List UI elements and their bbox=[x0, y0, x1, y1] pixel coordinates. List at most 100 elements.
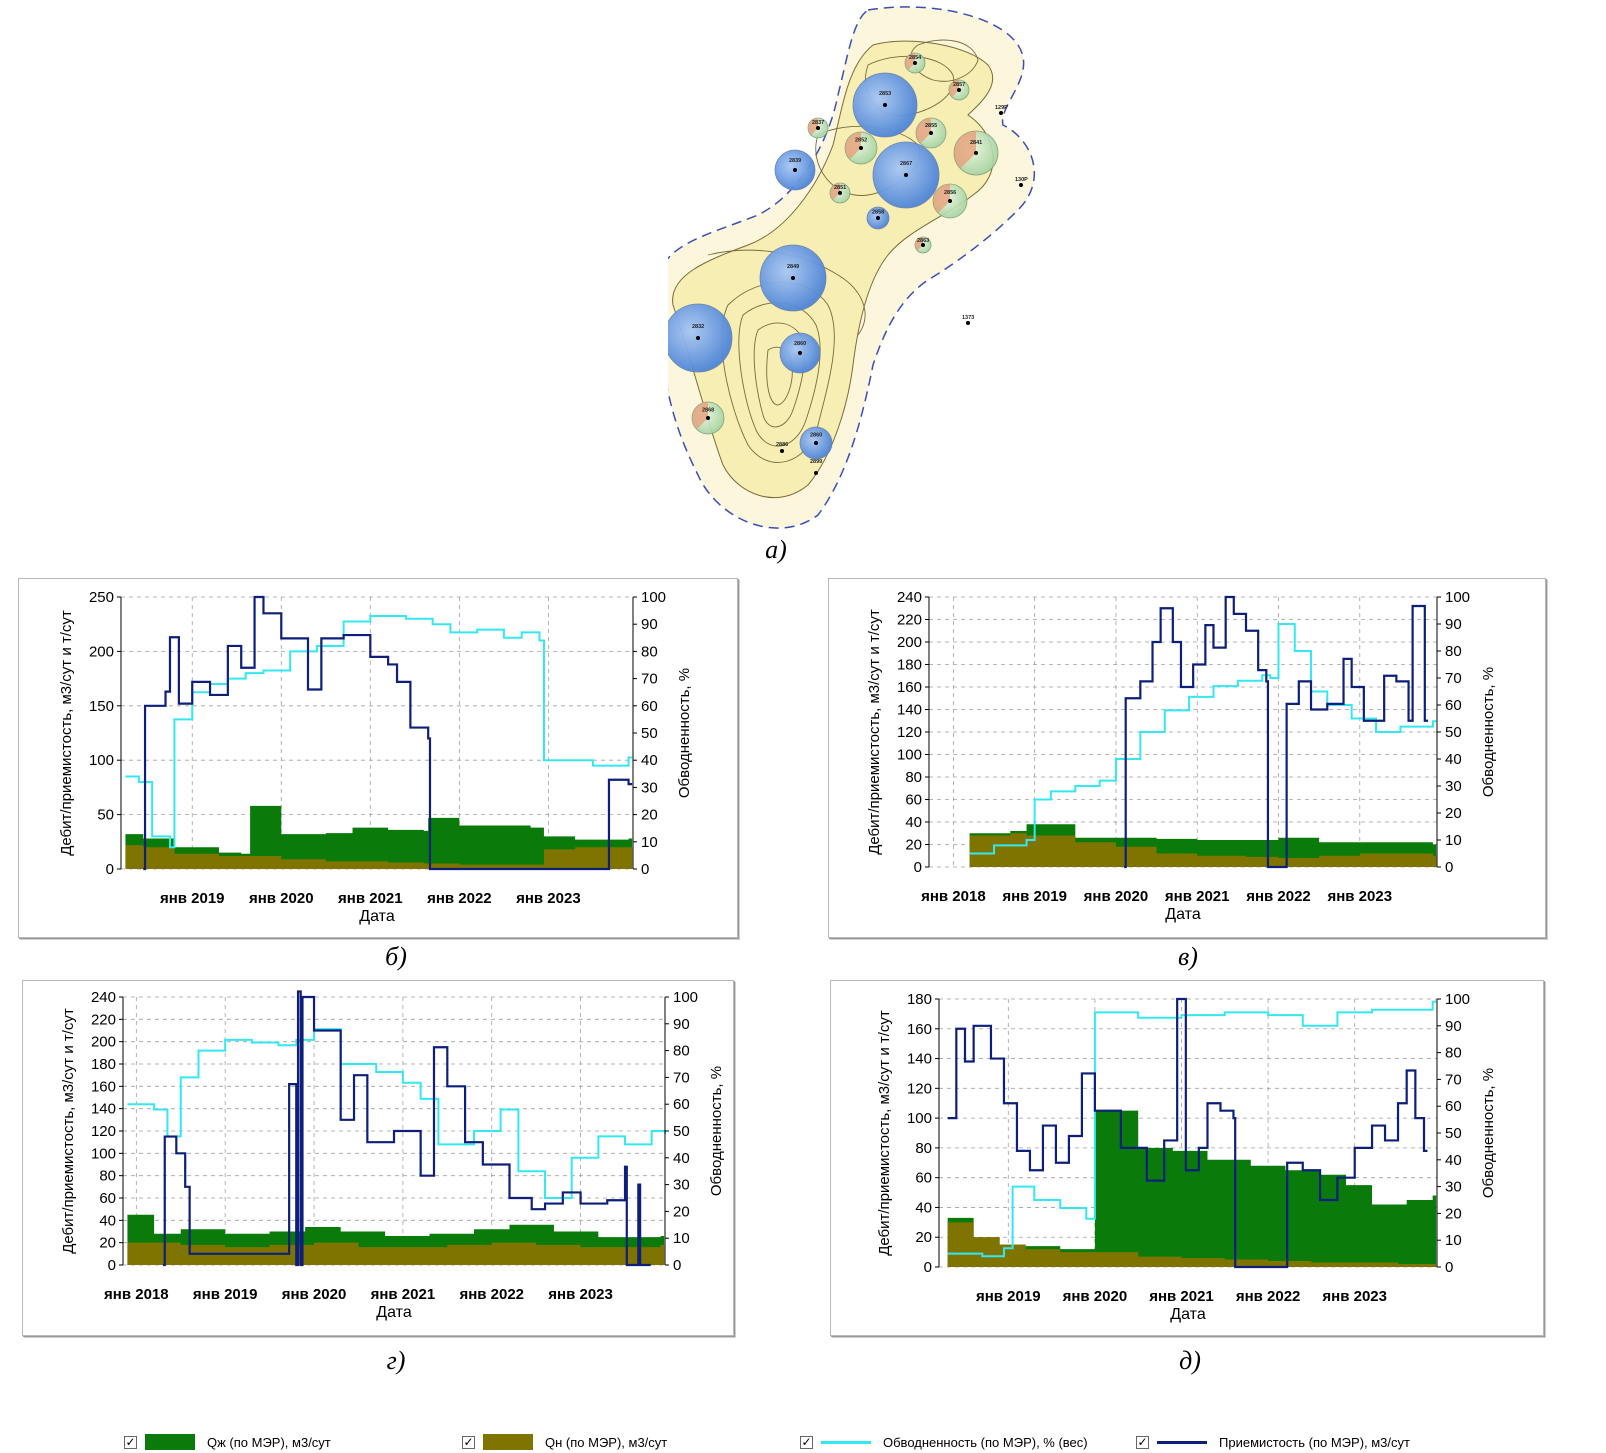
oil-share-sector bbox=[845, 132, 861, 160]
y-tick-label: 140 bbox=[91, 1101, 116, 1118]
well-label: 2849 bbox=[787, 264, 799, 270]
x-axis-title: Дата bbox=[376, 1304, 412, 1321]
y2-tick-label: 90 bbox=[1445, 616, 1462, 633]
y-tick-label: 20 bbox=[905, 837, 922, 854]
y2-tick-label: 90 bbox=[1445, 1018, 1462, 1035]
well-label: 1373 bbox=[962, 315, 974, 321]
oil-share-sector bbox=[830, 183, 840, 200]
oil-share-sector bbox=[808, 118, 818, 135]
x-tick-label: янв 2020 bbox=[282, 1286, 347, 1303]
legend-checkbox-injectivity[interactable]: ✓ bbox=[1136, 1434, 1149, 1449]
x-tick-label: янв 2019 bbox=[160, 890, 225, 907]
x-tick-label: янв 2020 bbox=[1063, 1288, 1128, 1305]
legend-item-watercut[interactable]: ✓ Обводненность (по МЭР), % (вес) bbox=[800, 1432, 1088, 1452]
x-tick-label: янв 2018 bbox=[921, 888, 986, 905]
y-tick-label: 20 bbox=[915, 1229, 932, 1246]
well-marker bbox=[948, 199, 952, 203]
oil-area bbox=[125, 845, 633, 869]
y-tick-label: 50 bbox=[97, 807, 114, 824]
legend-label-oil: Qн (по МЭР), м3/сут bbox=[545, 1434, 668, 1450]
y2-tick-label: 40 bbox=[673, 1150, 690, 1167]
y-tick-label: 60 bbox=[905, 792, 922, 809]
y2-tick-label: 40 bbox=[1445, 1152, 1462, 1169]
watercut-line bbox=[127, 1028, 666, 1199]
legend-label-injectivity: Приемистость (по МЭР), м3/сут bbox=[1219, 1434, 1410, 1450]
y-tick-label: 60 bbox=[99, 1190, 116, 1207]
injectivity-line bbox=[143, 595, 633, 871]
y2-tick-label: 70 bbox=[673, 1069, 690, 1086]
y2-tick-label: 100 bbox=[673, 989, 698, 1006]
x-axis-title: Дата bbox=[1170, 1306, 1206, 1323]
y2-tick-label: 60 bbox=[673, 1096, 690, 1113]
oil-area bbox=[969, 833, 1437, 867]
legend-checkbox-oil[interactable]: ✓ bbox=[462, 1434, 475, 1449]
chart-d: 0 20 40 60 80 100 120 140 160 180 0 10 20 30 40 50 60 70 8… bbox=[876, 991, 1497, 1323]
y-tick-label: 80 bbox=[99, 1168, 116, 1185]
y2-tick-label: 10 bbox=[1445, 1232, 1462, 1249]
legend-item-injectivity[interactable]: ✓ Приемистость (по МЭР), м3/сут bbox=[1136, 1432, 1410, 1452]
y2-tick-label: 80 bbox=[641, 643, 658, 660]
y-tick-label: 0 bbox=[106, 861, 114, 878]
y-tick-label: 220 bbox=[897, 612, 922, 629]
chart-g-panel: 0 20 40 60 80 100 120 140 160 180 200 220 240 0 10 20 30… bbox=[22, 980, 734, 1336]
legend-label-liquid: Qж (по МЭР), м3/сут bbox=[207, 1434, 331, 1450]
y2-axis-title: Обводненность, % bbox=[676, 668, 693, 798]
legend-checkbox-liquid[interactable]: ✓ bbox=[124, 1434, 137, 1449]
well-marker bbox=[798, 351, 802, 355]
y-tick-label: 160 bbox=[91, 1078, 116, 1095]
y-axis-title: Дебит/приемистость, м3/сут и т/сут bbox=[58, 610, 75, 856]
oil-area bbox=[127, 1242, 665, 1265]
legend-item-liquid[interactable]: ✓ Qж (по МЭР), м3/сут bbox=[124, 1432, 331, 1452]
caption-b: б) bbox=[385, 942, 407, 971]
y-tick-label: 40 bbox=[905, 814, 922, 831]
caption-g: г) bbox=[386, 1346, 406, 1375]
well-marker bbox=[814, 471, 818, 475]
oil-share-sector bbox=[915, 237, 923, 251]
y2-tick-label: 90 bbox=[641, 616, 658, 633]
x-tick-label: янв 2018 bbox=[104, 1286, 169, 1303]
well-marker bbox=[706, 416, 710, 420]
y2-tick-label: 10 bbox=[641, 834, 658, 851]
well-marker bbox=[791, 276, 795, 280]
x-tick-label: янв 2021 bbox=[371, 1286, 436, 1303]
y2-tick-label: 0 bbox=[641, 861, 649, 878]
well-label: 2853 bbox=[879, 91, 891, 97]
y2-tick-label: 20 bbox=[1445, 1205, 1462, 1222]
well-marker bbox=[966, 321, 970, 325]
chart-g: 0 20 40 60 80 100 120 140 160 180 200 220 240 0 10 20 30… bbox=[60, 989, 725, 1321]
well-marker bbox=[876, 216, 880, 220]
chart-v: 0 20 40 60 80 100 120 140 160 180 200 220 240 0 10 20 30… bbox=[866, 589, 1497, 923]
well-label: 2860 bbox=[810, 433, 822, 439]
x-tick-label: янв 2021 bbox=[1149, 1288, 1214, 1305]
watercut-line bbox=[969, 623, 1437, 855]
y-tick-label: 160 bbox=[907, 1021, 932, 1038]
x-tick-label: янв 2020 bbox=[1084, 888, 1149, 905]
y2-tick-label: 20 bbox=[673, 1203, 690, 1220]
y-tick-label: 0 bbox=[924, 1259, 932, 1276]
y-tick-label: 140 bbox=[907, 1051, 932, 1068]
y2-tick-label: 20 bbox=[641, 807, 658, 824]
y2-tick-label: 100 bbox=[1445, 991, 1470, 1008]
well-marker bbox=[859, 146, 863, 150]
legend-item-oil[interactable]: ✓ Qн (по МЭР), м3/сут bbox=[462, 1432, 667, 1452]
y2-tick-label: 80 bbox=[1445, 643, 1462, 660]
y-tick-label: 120 bbox=[91, 1123, 116, 1140]
legend-checkbox-watercut[interactable]: ✓ bbox=[800, 1434, 813, 1449]
y2-tick-label: 20 bbox=[1445, 805, 1462, 822]
chart-b-panel: 0 50 100 150 200 250 0 10 20 30 40 50 60 70 80 90 100 янв… bbox=[18, 578, 738, 938]
chart-v-panel: 0 20 40 60 80 100 120 140 160 180 200 220 240 0 10 20 30… bbox=[828, 578, 1546, 938]
y2-tick-label: 30 bbox=[1445, 1179, 1462, 1196]
well-label: 2899 bbox=[810, 459, 822, 465]
y2-tick-label: 0 bbox=[1445, 1259, 1453, 1276]
liquid-area bbox=[947, 1110, 1437, 1267]
y-tick-label: 240 bbox=[897, 589, 922, 606]
oil-area bbox=[947, 1222, 1437, 1267]
injectivity-line bbox=[947, 997, 1428, 1269]
legend-swatch-liquid bbox=[145, 1434, 195, 1450]
well-label: 130Р bbox=[1015, 177, 1028, 183]
y2-tick-label: 100 bbox=[1445, 589, 1470, 606]
legend-swatch-oil bbox=[483, 1434, 533, 1450]
y2-axis-title: Обводненность, % bbox=[708, 1066, 725, 1196]
chart-d-panel: 0 20 40 60 80 100 120 140 160 180 0 10 20 30 40 50 60 70 8… bbox=[830, 980, 1544, 1336]
y2-tick-label: 70 bbox=[1445, 670, 1462, 687]
